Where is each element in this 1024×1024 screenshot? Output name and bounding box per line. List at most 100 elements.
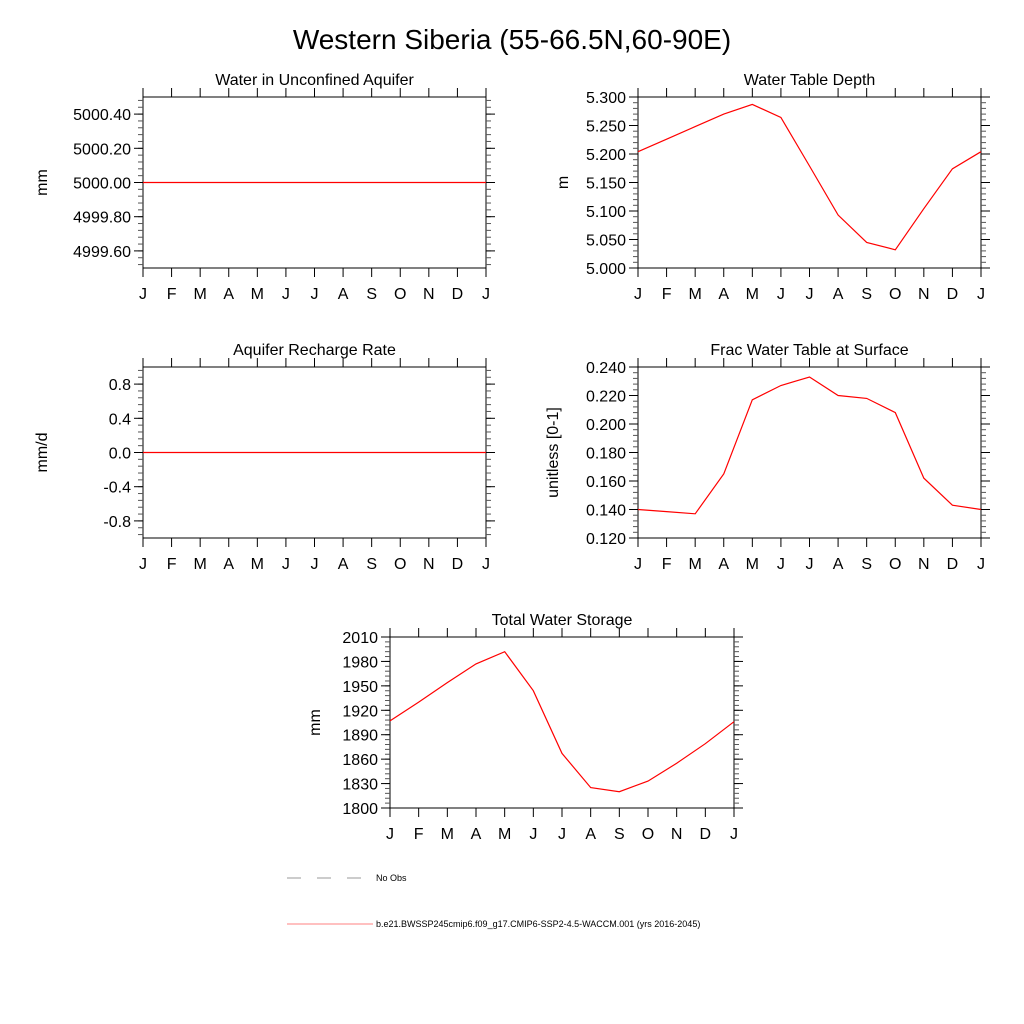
- x-tick-label: J: [977, 286, 985, 303]
- x-tick-label: N: [671, 826, 683, 843]
- plot-frame: [637, 96, 982, 269]
- y-axis-label: unitless [0-1]: [545, 407, 562, 498]
- panel-title: Water in Unconfined Aquifer: [215, 72, 414, 89]
- y-tick-label: 5.250: [586, 119, 626, 136]
- panel-title: Aquifer Recharge Rate: [233, 342, 396, 359]
- x-tick-label: M: [194, 286, 207, 303]
- y-tick-label: 0.220: [586, 389, 626, 406]
- x-tick-label: J: [806, 556, 814, 573]
- x-tick-label: O: [889, 286, 901, 303]
- y-tick-label: 5.150: [586, 176, 626, 193]
- plot-frame: [637, 366, 982, 539]
- x-tick-label: M: [746, 556, 759, 573]
- x-tick-label: S: [861, 556, 872, 573]
- x-tick-label: D: [947, 286, 959, 303]
- x-tick-label: F: [414, 826, 424, 843]
- y-tick-label: 0.8: [109, 377, 131, 394]
- x-tick-label: A: [585, 826, 596, 843]
- x-tick-label: D: [947, 556, 959, 573]
- x-tick-label: O: [394, 286, 406, 303]
- x-tick-label: M: [498, 826, 511, 843]
- x-tick-label: D: [452, 286, 464, 303]
- x-tick-label: A: [718, 556, 729, 573]
- y-tick-label: -0.4: [103, 480, 131, 497]
- x-tick-label: S: [861, 286, 872, 303]
- x-tick-label: J: [311, 286, 319, 303]
- y-tick-label: 1860: [342, 752, 378, 769]
- x-tick-label: J: [634, 286, 642, 303]
- x-tick-label: O: [642, 826, 654, 843]
- x-tick-label: J: [482, 286, 490, 303]
- x-tick-label: S: [614, 826, 625, 843]
- x-tick-label: M: [746, 286, 759, 303]
- y-tick-label: 0.120: [586, 531, 626, 548]
- x-tick-label: J: [139, 286, 147, 303]
- x-tick-label: M: [251, 556, 264, 573]
- legend-model-label: b.e21.BWSSP245cmip6.f09_g17.CMIP6-SSP2-4…: [376, 919, 700, 929]
- panel-3: Frac Water Table at Surface unitless [0-1…: [545, 342, 990, 573]
- x-tick-label: J: [282, 286, 290, 303]
- x-tick-label: F: [167, 556, 177, 573]
- x-tick-label: N: [423, 286, 435, 303]
- x-tick-label: A: [718, 286, 729, 303]
- series-line: [637, 103, 982, 251]
- x-tick-label: N: [918, 286, 930, 303]
- y-tick-label: 1920: [342, 703, 378, 720]
- panel-title: Frac Water Table at Surface: [710, 342, 908, 359]
- x-tick-label: A: [338, 556, 349, 573]
- x-tick-label: J: [386, 826, 394, 843]
- y-tick-label: 5000.00: [73, 176, 131, 193]
- x-tick-label: A: [223, 286, 234, 303]
- x-tick-label: A: [833, 286, 844, 303]
- x-tick-label: J: [730, 826, 738, 843]
- x-tick-label: M: [689, 286, 702, 303]
- x-tick-label: N: [918, 556, 930, 573]
- series-line: [389, 650, 735, 793]
- series-line: [637, 376, 982, 515]
- x-tick-label: J: [777, 286, 785, 303]
- x-tick-label: A: [223, 556, 234, 573]
- x-tick-label: O: [394, 556, 406, 573]
- y-tick-label: 5000.20: [73, 141, 131, 158]
- y-axis-label: mm: [34, 169, 51, 196]
- y-tick-label: 1980: [342, 654, 378, 671]
- x-tick-label: A: [471, 826, 482, 843]
- y-tick-label: 0.0: [109, 446, 131, 463]
- x-tick-label: F: [662, 286, 672, 303]
- y-axis-label: mm/d: [34, 433, 51, 473]
- y-tick-label: 0.180: [586, 446, 626, 463]
- x-tick-label: S: [366, 286, 377, 303]
- y-tick-label: 5.000: [586, 261, 626, 278]
- y-tick-label: 5.200: [586, 147, 626, 164]
- x-tick-label: N: [423, 556, 435, 573]
- legend: No Obs b.e21.BWSSP245cmip6.f09_g17.CMIP6…: [287, 873, 700, 929]
- x-tick-label: M: [194, 556, 207, 573]
- y-tick-label: 1890: [342, 728, 378, 745]
- x-tick-label: S: [366, 556, 377, 573]
- y-tick-label: 2010: [342, 630, 378, 647]
- x-tick-label: J: [282, 556, 290, 573]
- figure-title: Western Siberia (55-66.5N,60-90E): [293, 24, 731, 55]
- y-tick-label: 1830: [342, 777, 378, 794]
- y-tick-label: 5.100: [586, 204, 626, 221]
- panel-title: Total Water Storage: [492, 612, 633, 629]
- x-tick-label: J: [558, 826, 566, 843]
- y-axis-label: m: [555, 176, 572, 189]
- x-tick-label: F: [167, 286, 177, 303]
- x-tick-label: A: [833, 556, 844, 573]
- y-tick-label: -0.8: [103, 514, 131, 531]
- x-tick-label: J: [311, 556, 319, 573]
- x-tick-label: J: [977, 556, 985, 573]
- y-tick-label: 1800: [342, 801, 378, 818]
- plot-frame: [389, 636, 735, 809]
- y-axis-label: mm: [307, 709, 324, 736]
- x-tick-label: J: [634, 556, 642, 573]
- x-tick-label: D: [452, 556, 464, 573]
- y-tick-label: 4999.80: [73, 210, 131, 227]
- y-tick-label: 5.300: [586, 90, 626, 107]
- y-tick-label: 5000.40: [73, 107, 131, 124]
